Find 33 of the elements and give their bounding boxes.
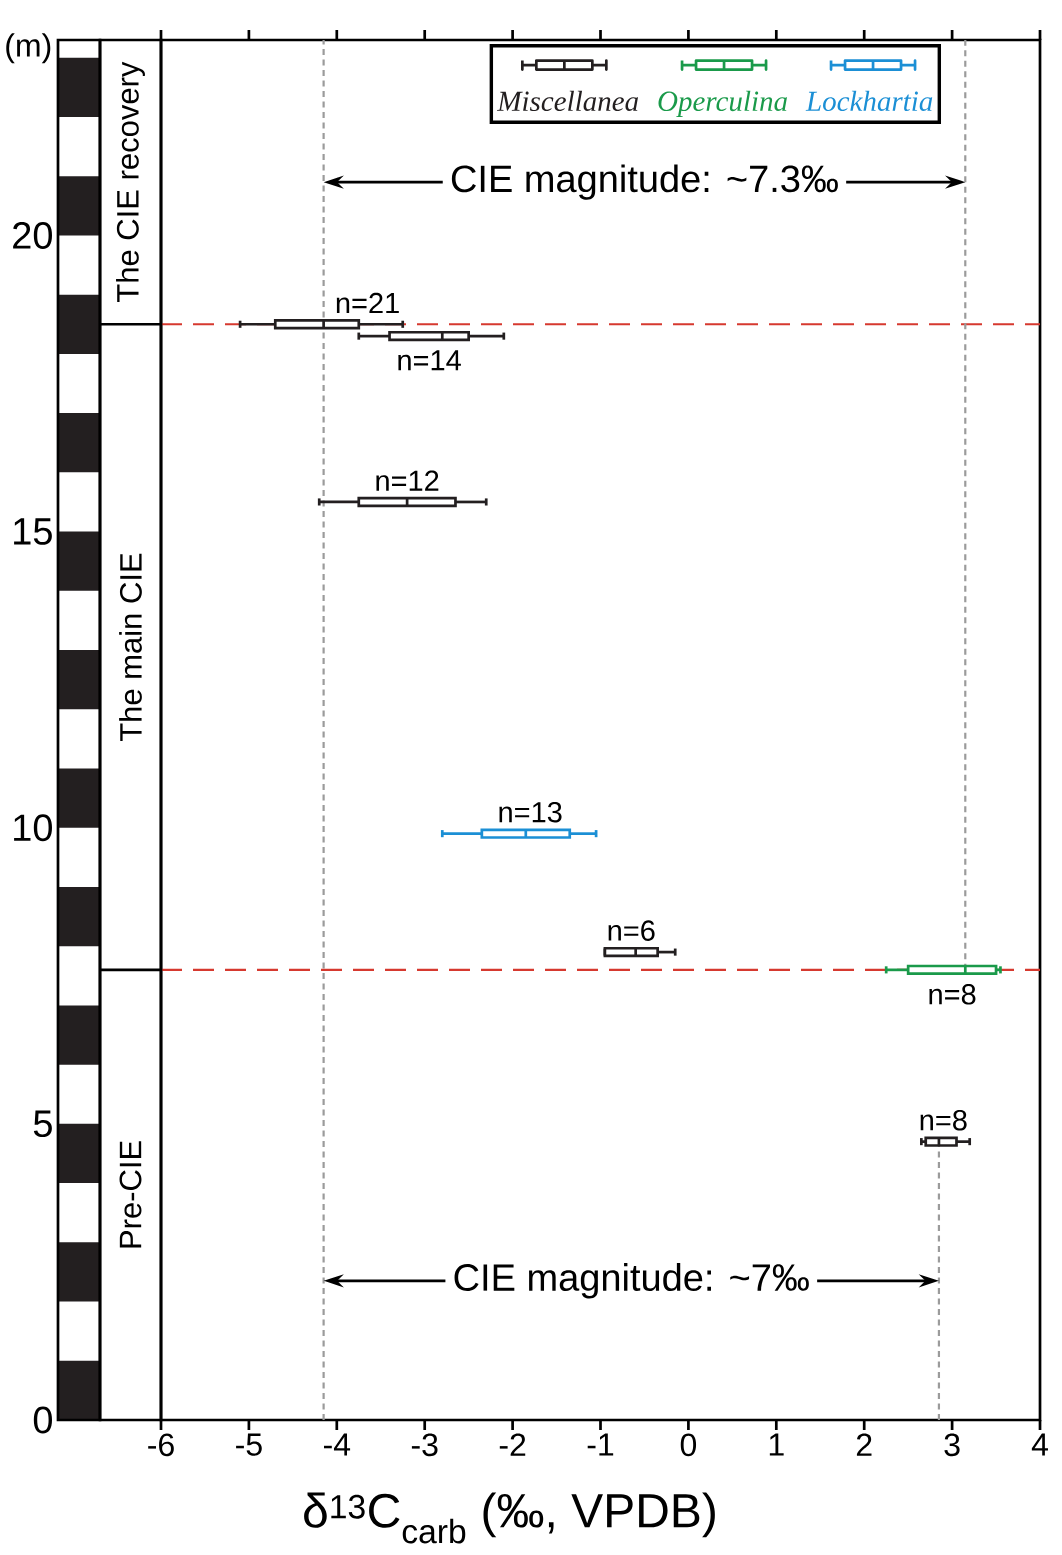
x-tick-label: -2: [499, 1433, 526, 1456]
x-tick-label: 0: [680, 1433, 697, 1457]
y-tick-label: 10: [14, 814, 52, 842]
y-tick-label: 15: [14, 518, 52, 545]
annotation: n=8: [929, 984, 976, 1005]
x-tick-label: -1: [587, 1433, 614, 1456]
x-axis-title: δ$^{13}$C$_{carb}$ (‰, VPDB): [304, 1492, 715, 1544]
text: The main CIE: [119, 553, 142, 742]
legend-label: Lockhartia: [805, 90, 933, 112]
x-tick-label: -3: [411, 1433, 438, 1457]
y-tick-label: 20: [13, 221, 52, 249]
annotation: n=21: [336, 292, 399, 314]
annotation: n=12: [376, 470, 439, 491]
x-tick-label: 3: [944, 1433, 960, 1457]
annotation: CIE magnitude: ~7‰: [454, 1263, 809, 1299]
y-tick-label: 0: [33, 1406, 52, 1434]
x-tick-label: 4: [1031, 1433, 1048, 1456]
annotation: n=14: [398, 350, 461, 371]
annotation: n=8: [920, 1109, 967, 1131]
text: The CIE recovery: [116, 61, 145, 303]
x-tick-label: -6: [148, 1433, 174, 1457]
legend-label: Miscellanea: [496, 90, 638, 112]
x-tick-label: 1: [769, 1433, 784, 1456]
x-tick-label: 2: [856, 1433, 872, 1456]
y-axis-title: (m): [6, 33, 51, 64]
y-tick-label: 5: [33, 1110, 52, 1138]
annotation: n=13: [499, 801, 562, 823]
annotation: CIE magnitude: ~7.3‰: [451, 164, 838, 200]
x-tick-label: -4: [324, 1433, 351, 1456]
text: Pre-CIE: [119, 1141, 142, 1248]
legend-label: Operculina: [658, 90, 787, 117]
annotation: n=6: [608, 920, 655, 941]
x-tick-label: -5: [236, 1433, 262, 1456]
